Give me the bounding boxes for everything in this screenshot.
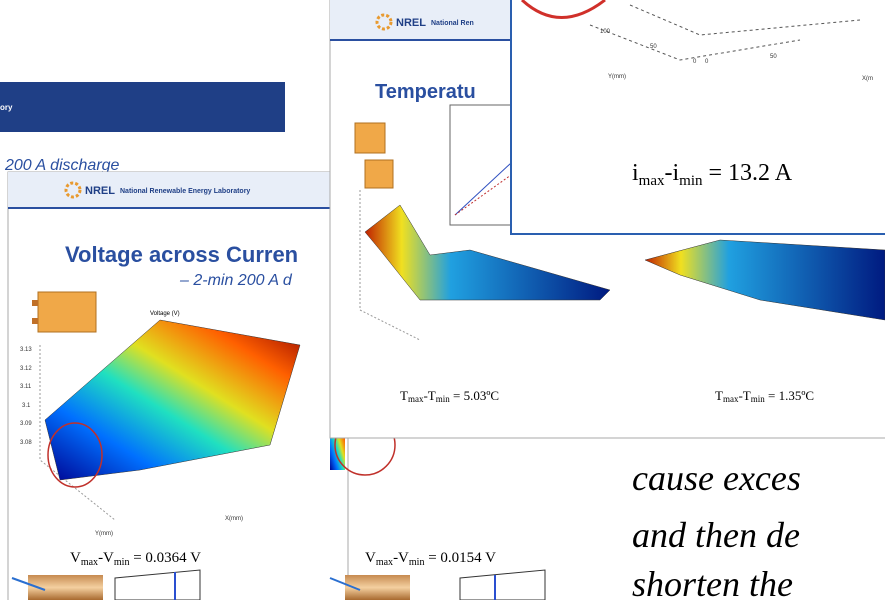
- subtitle: – 2-min 200 A d: [179, 272, 293, 289]
- cell-icon: [355, 123, 385, 153]
- header-text: ory: [0, 103, 13, 112]
- logo: NREL: [85, 185, 115, 197]
- tick-label: 100: [600, 29, 611, 35]
- tick-label: 50: [650, 44, 657, 50]
- tab: [32, 300, 38, 306]
- tab: [32, 318, 38, 324]
- y-tick: 3.13: [20, 347, 32, 353]
- logo: NREL: [396, 17, 426, 29]
- eq-part: -V: [393, 550, 409, 566]
- y-tick: 3.08: [20, 440, 32, 446]
- org: National Renewable Energy Laboratory: [120, 188, 250, 195]
- eq-sub: max: [723, 394, 739, 404]
- eq-part: -i: [665, 160, 680, 186]
- axis-label: X(mm): [225, 516, 243, 522]
- eq-sub: min: [409, 557, 425, 568]
- eq-sub: max: [639, 173, 665, 189]
- axis-label: Y(mm): [608, 74, 626, 80]
- y-tick: 3.12: [20, 366, 32, 372]
- title: Voltage across Curren: [65, 242, 298, 267]
- eq-sub: max: [408, 394, 424, 404]
- title: Temperatu: [375, 81, 476, 103]
- eq-part: -T: [423, 388, 435, 403]
- subtitle: 200 A discharge: [4, 157, 120, 174]
- org: National Ren: [431, 20, 474, 27]
- y-tick: 3.1: [22, 403, 31, 409]
- cell-icon: [38, 292, 96, 332]
- header-bar: [0, 82, 285, 132]
- plot-label: Voltage (V): [150, 311, 180, 317]
- eq-part: = 0.0154 V: [424, 550, 496, 566]
- eq-part: T: [715, 388, 723, 403]
- y-tick: 3.11: [20, 384, 32, 390]
- y-tick: 3.09: [20, 421, 32, 427]
- eq-sub: min: [436, 394, 451, 404]
- eq-sub: max: [81, 557, 98, 568]
- equation: Vmax-Vmin = 0.0154 V: [365, 550, 496, 568]
- axis-label: X(m: [862, 76, 873, 82]
- eq-part: T: [400, 388, 408, 403]
- eq-part: V: [70, 550, 81, 566]
- eq-sub: max: [376, 557, 393, 568]
- body-line: cause exces: [632, 458, 801, 498]
- eq-part: -V: [98, 550, 114, 566]
- axis-label: Y(mm): [95, 531, 113, 537]
- eq-part: = 5.03ºC: [450, 388, 499, 403]
- eq-part: = 1.35ºC: [765, 388, 814, 403]
- eq-sub: min: [751, 394, 766, 404]
- eq-sub: min: [114, 557, 130, 568]
- cell-icon: [365, 160, 393, 188]
- slide-bg: [511, 0, 885, 234]
- body-line: and then de: [632, 515, 800, 555]
- slide-current: 100 50 0 0 50 Y(mm) X(m imax-imin = 13.2…: [511, 0, 885, 234]
- body-line: shorten the: [632, 564, 793, 600]
- tick-label: 50: [770, 54, 777, 60]
- slide-back: ory 200 A discharge: [0, 82, 285, 174]
- collage: ory 200 A discharge NREL National Renewa…: [0, 0, 885, 600]
- eq-sub: min: [679, 173, 703, 189]
- eq-part: -T: [738, 388, 750, 403]
- page: {"slides": [ {"header": "ory", "subtitle…: [0, 0, 885, 600]
- eq-part: = 13.2 A: [703, 160, 793, 186]
- eq-part: V: [365, 550, 376, 566]
- eq-part: = 0.0364 V: [129, 550, 201, 566]
